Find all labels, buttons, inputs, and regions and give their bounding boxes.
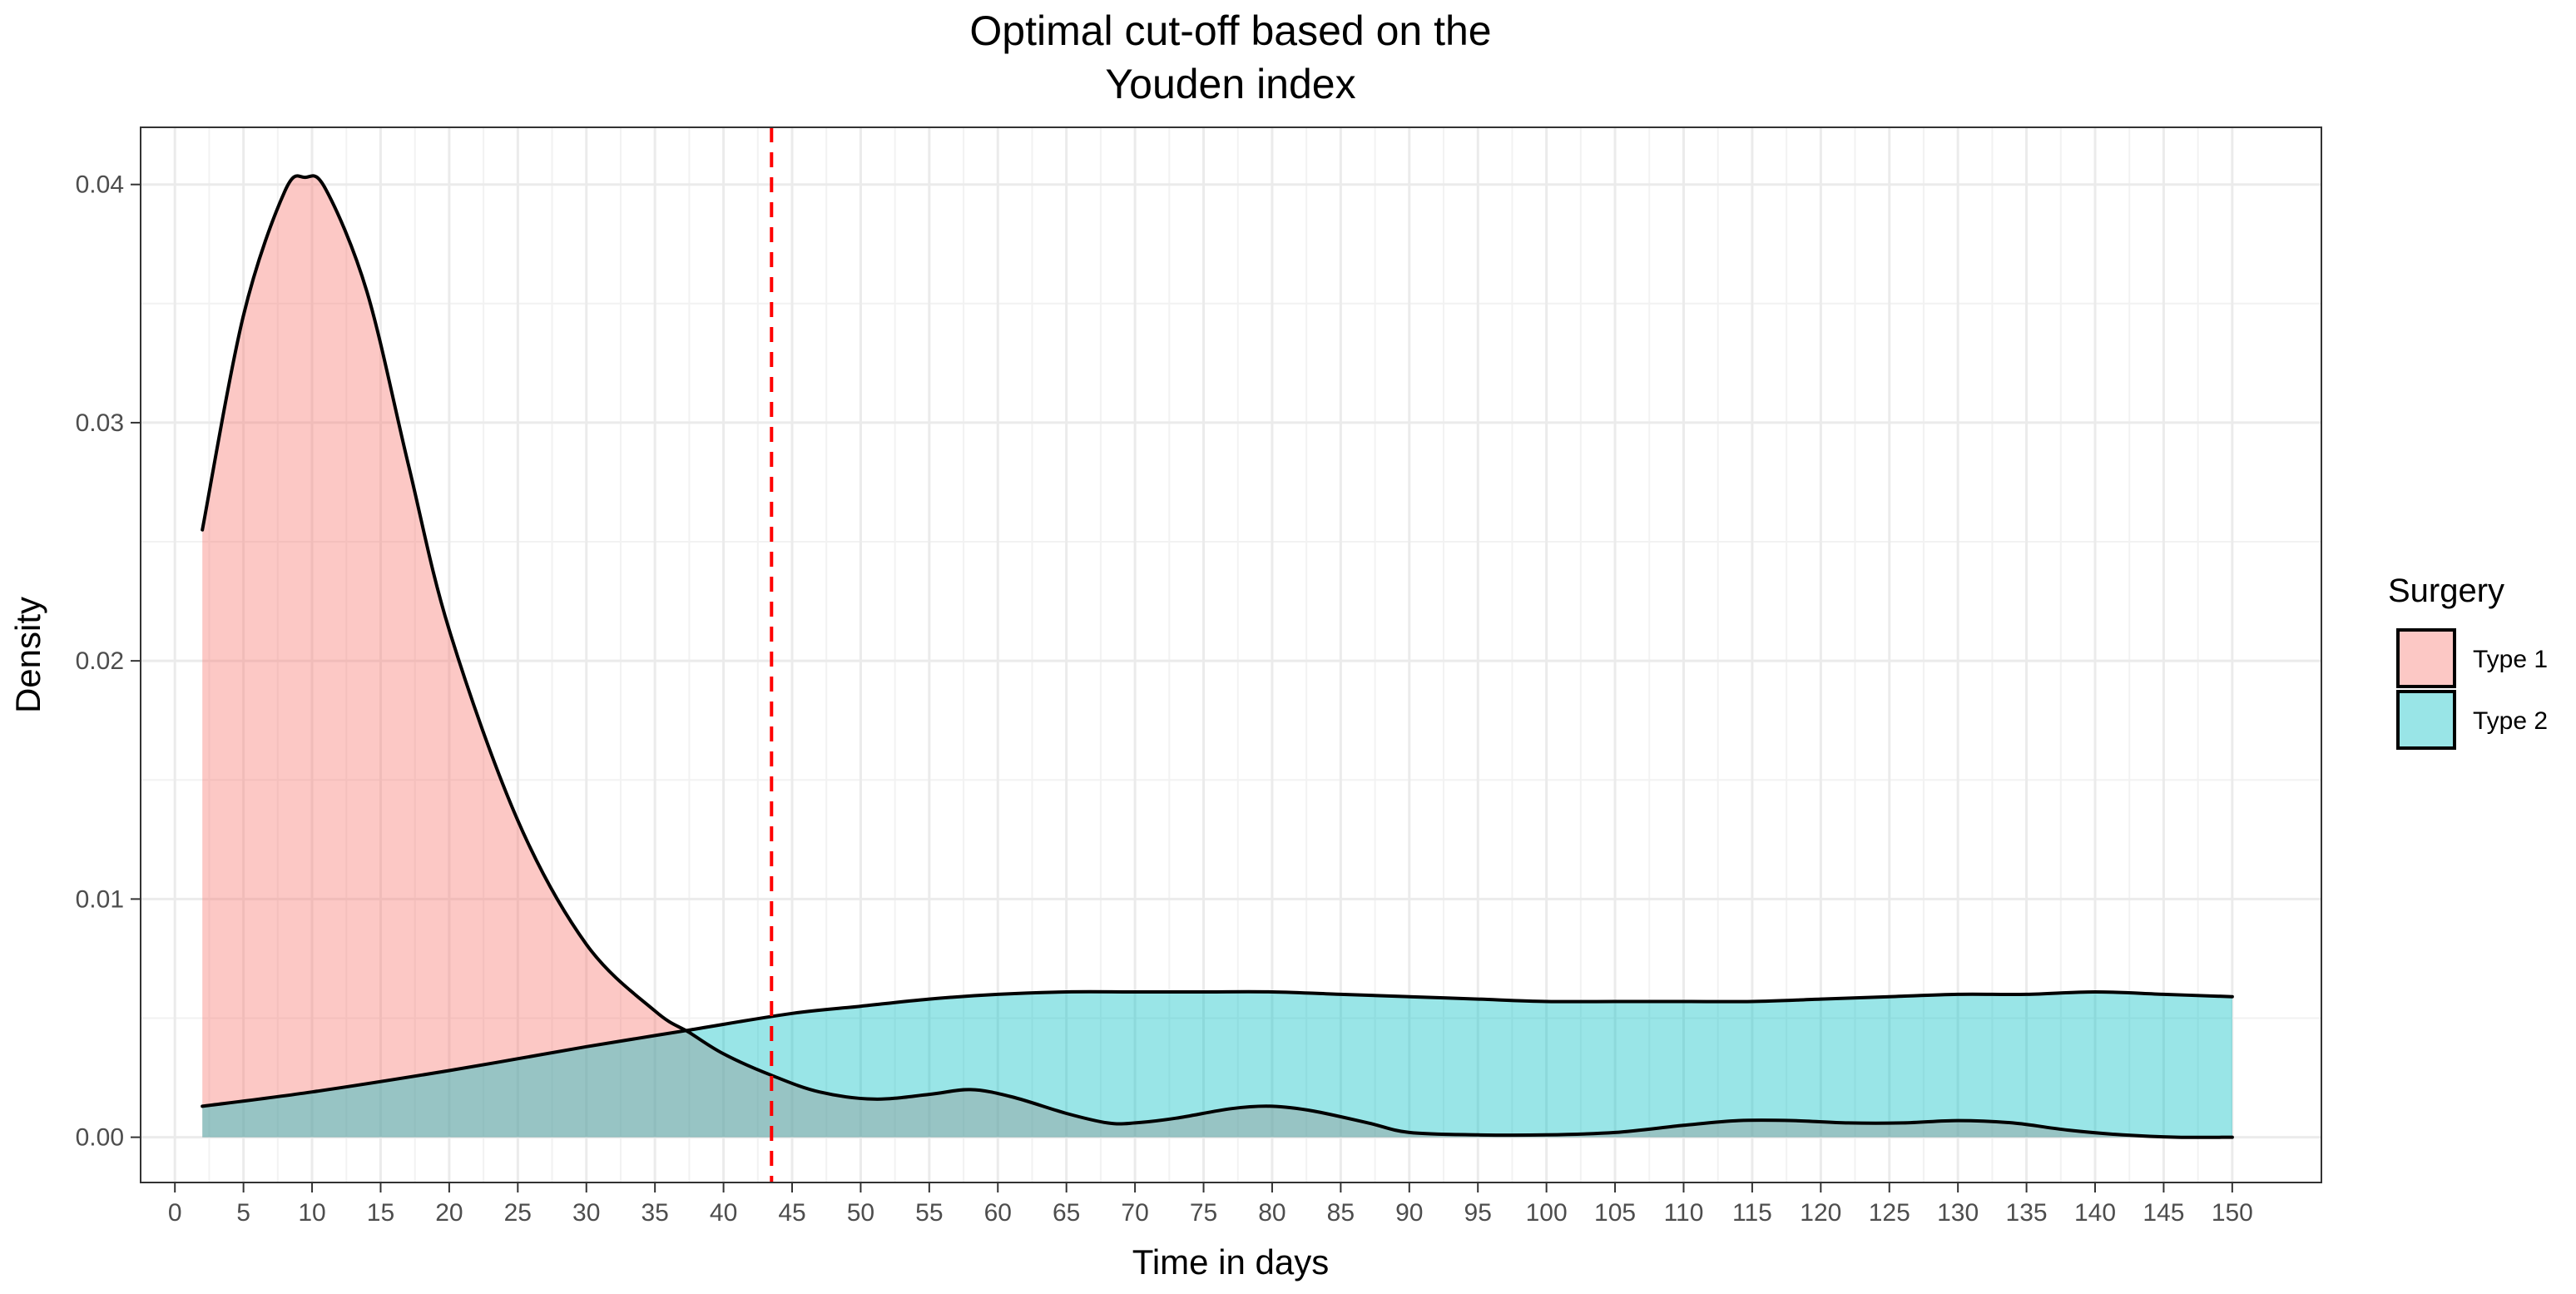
x-tick-label-130: 130	[1937, 1199, 1979, 1227]
x-tick-label-5: 5	[236, 1199, 250, 1227]
x-tick-label-20: 20	[435, 1199, 463, 1227]
x-tick-label-135: 135	[2006, 1199, 2048, 1227]
chart-title-line-2: Youden index	[1105, 61, 1355, 107]
x-tick-label-145: 145	[2143, 1199, 2184, 1227]
y-tick-label-0.00: 0.00	[76, 1124, 124, 1152]
x-tick-label-75: 75	[1190, 1199, 1217, 1227]
x-tick-label-30: 30	[572, 1199, 600, 1227]
x-axis-ticks: 0 5 10 15 20 25 30 35 40 45 50 55 60 65 70 75 80 85 90 95 10…	[168, 1182, 2253, 1227]
x-tick-label-10: 10	[298, 1199, 325, 1227]
x-tick-label-100: 100	[1526, 1199, 1568, 1227]
x-tick-label-105: 105	[1594, 1199, 1636, 1227]
density-area-type-1	[202, 176, 2232, 1138]
x-tick-label-125: 125	[1869, 1199, 1910, 1227]
x-tick-label-35: 35	[641, 1199, 668, 1227]
y-tick-label-0.04: 0.04	[76, 171, 124, 199]
legend-key-type-1	[2396, 628, 2456, 688]
x-tick-label-50: 50	[847, 1199, 874, 1227]
x-tick-label-70: 70	[1121, 1199, 1148, 1227]
x-tick-label-60: 60	[984, 1199, 1012, 1227]
x-tick-label-65: 65	[1053, 1199, 1080, 1227]
chart-title-line-1: Optimal cut-off based on the	[969, 7, 1491, 54]
x-tick-label-55: 55	[915, 1199, 943, 1227]
density-outlines	[201, 174, 2234, 1139]
x-tick-label-115: 115	[1732, 1199, 1772, 1227]
density-line-type-2	[201, 989, 2234, 1108]
x-tick-label-15: 15	[367, 1199, 394, 1227]
legend-key-type-2	[2396, 690, 2456, 750]
x-tick-label-45: 45	[778, 1199, 805, 1227]
x-tick-label-25: 25	[504, 1199, 532, 1227]
legend: Surgery Type 1 Type 2	[2388, 573, 2548, 750]
legend-title: Surgery	[2388, 573, 2504, 609]
x-tick-label-120: 120	[1800, 1199, 1841, 1227]
x-tick-label-95: 95	[1464, 1199, 1492, 1227]
y-tick-label-0.02: 0.02	[76, 647, 124, 675]
y-axis-ticks: 0.00 0.01 0.02 0.03 0.04	[76, 171, 141, 1152]
x-tick-label-80: 80	[1258, 1199, 1286, 1227]
legend-label-type-1: Type 1	[2473, 646, 2548, 673]
y-tick-label-0.03: 0.03	[76, 409, 124, 437]
legend-label-type-2: Type 2	[2473, 707, 2548, 735]
y-axis-title: Density	[8, 597, 47, 713]
x-tick-label-110: 110	[1664, 1199, 1704, 1227]
plot-panel-border	[140, 126, 2322, 1183]
density-line-type-1	[201, 174, 2234, 1139]
x-tick-label-150: 150	[2212, 1199, 2253, 1227]
x-tick-label-40: 40	[710, 1199, 737, 1227]
y-tick-label-0.01: 0.01	[76, 885, 124, 913]
x-tick-label-140: 140	[2074, 1199, 2116, 1227]
x-axis-title: Time in days	[1132, 1242, 1330, 1282]
x-tick-label-90: 90	[1395, 1199, 1423, 1227]
grid-lines	[141, 127, 2321, 1182]
x-tick-label-85: 85	[1327, 1199, 1355, 1227]
x-tick-label-0: 0	[168, 1199, 182, 1227]
